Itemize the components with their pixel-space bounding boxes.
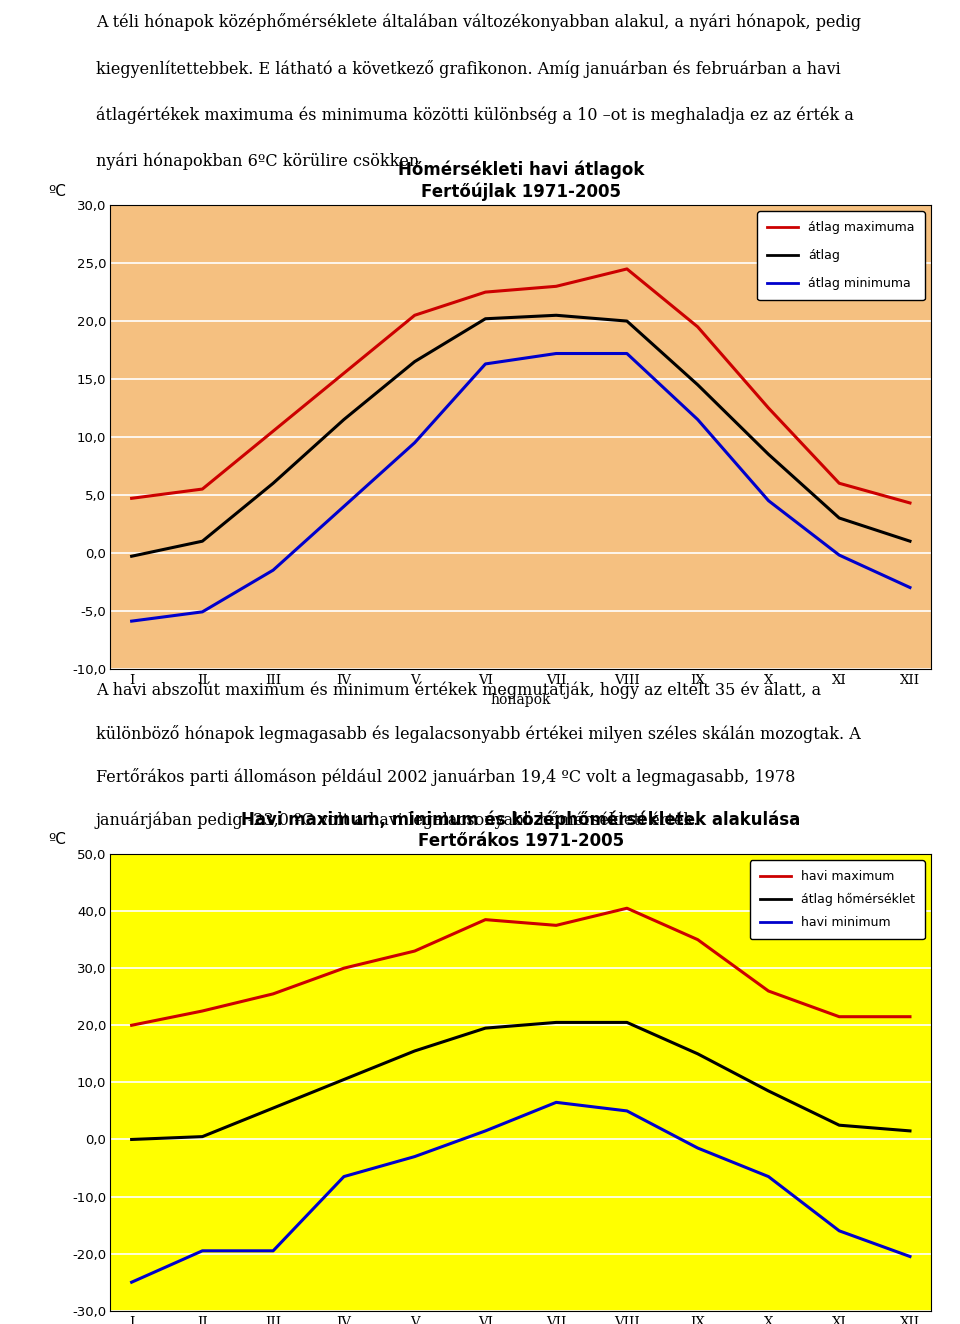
Text: januárjában pedig -23,0 ºC volt a havi legalacsonyabb hőmérsékleti érték.: januárjában pedig -23,0 ºC volt a havi l… bbox=[96, 810, 700, 829]
Text: nyári hónapokban 6ºC körülire csökken: nyári hónapokban 6ºC körülire csökken bbox=[96, 152, 420, 171]
Legend: átlag maximuma, átlag, átlag minimuma: átlag maximuma, átlag, átlag minimuma bbox=[757, 212, 924, 301]
Text: hónapok: hónapok bbox=[491, 692, 551, 707]
Title: Havi maximum, minimum és középhőmérsékletek alakulása
Fertőrákos 1971-2005: Havi maximum, minimum és középhőmérsékle… bbox=[241, 810, 801, 850]
Legend: havi maximum, átlag hőmérséklet, havi minimum: havi maximum, átlag hőmérséklet, havi mi… bbox=[750, 861, 924, 940]
Text: A téli hónapok középhőmérséklete általában változékonyabban alakul, a nyári hóna: A téli hónapok középhőmérséklete általáb… bbox=[96, 13, 861, 32]
Text: különböző hónapok legmagasabb és legalacsonyabb értékei milyen széles skálán moz: különböző hónapok legmagasabb és legalac… bbox=[96, 724, 861, 743]
Text: A havi abszolút maximum és minimum értékek megmutatják, hogy az eltelt 35 év ala: A havi abszolút maximum és minimum érték… bbox=[96, 682, 821, 699]
Text: ºC: ºC bbox=[48, 184, 66, 199]
Text: Fertőrákos parti állomáson például 2002 januárban 19,4 ºC volt a legmagasabb, 19: Fertőrákos parti állomáson például 2002 … bbox=[96, 768, 796, 785]
Text: átlagértékek maximuma és minimuma közötti különbség a 10 –ot is meghaladja ez az: átlagértékek maximuma és minimuma között… bbox=[96, 106, 853, 123]
Text: ºC: ºC bbox=[48, 833, 66, 847]
Title: Hőmérsékleti havi átlagok
Fertőújlak 1971-2005: Hőmérsékleti havi átlagok Fertőújlak 197… bbox=[397, 162, 644, 201]
Text: kiegyenlítettebbek. E látható a következő grafikonon. Amíg januárban és februárb: kiegyenlítettebbek. E látható a következ… bbox=[96, 60, 841, 78]
